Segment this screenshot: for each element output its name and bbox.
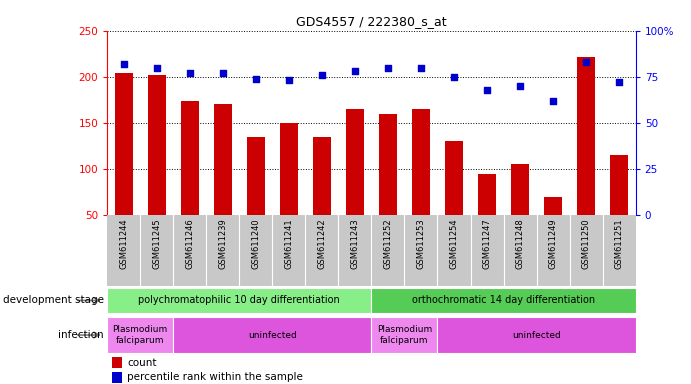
Text: GSM611250: GSM611250 (582, 218, 591, 269)
Text: GSM611252: GSM611252 (384, 218, 392, 269)
Text: GSM611247: GSM611247 (482, 218, 491, 269)
Point (118, 61, 129, 67)
Bar (445, 141, 463, 215)
Point (482, 87, 493, 93)
Text: GSM611240: GSM611240 (252, 218, 261, 269)
Bar (577, 56, 595, 215)
Bar (437, 317, 636, 353)
Text: count: count (127, 358, 157, 368)
Text: uninfected: uninfected (512, 331, 561, 339)
Text: uninfected: uninfected (248, 331, 296, 339)
Point (283, 78, 294, 84)
Bar (372, 288, 636, 313)
Bar (544, 197, 562, 215)
Text: Plasmodium
falciparum: Plasmodium falciparum (377, 325, 432, 345)
Bar (148, 75, 166, 215)
Point (547, 98, 558, 104)
Bar (180, 101, 199, 215)
Text: polychromatophilic 10 day differentiation: polychromatophilic 10 day differentiatio… (138, 295, 340, 306)
Point (448, 74, 460, 80)
Bar (372, 317, 437, 353)
Point (382, 65, 393, 71)
Text: GSM611245: GSM611245 (152, 218, 161, 269)
Point (316, 72, 328, 78)
Point (350, 68, 361, 74)
Text: GSM611254: GSM611254 (450, 218, 459, 269)
Point (415, 65, 426, 71)
Text: orthochromatic 14 day differentiation: orthochromatic 14 day differentiation (412, 295, 595, 306)
Text: infection: infection (58, 330, 104, 340)
Text: GSM611242: GSM611242 (317, 218, 326, 269)
Bar (247, 137, 265, 215)
Bar (478, 174, 496, 215)
Text: GSM611241: GSM611241 (284, 218, 293, 269)
Text: GSM611251: GSM611251 (615, 218, 624, 269)
Text: percentile rank within the sample: percentile rank within the sample (127, 372, 303, 382)
Point (217, 70, 228, 76)
Bar (113, 357, 122, 368)
Point (614, 79, 625, 85)
Bar (115, 73, 133, 215)
Bar (173, 317, 372, 353)
Bar (511, 164, 529, 215)
Point (580, 59, 591, 65)
Text: Plasmodium
falciparum: Plasmodium falciparum (113, 325, 168, 345)
Text: GSM611248: GSM611248 (515, 218, 524, 269)
Text: GSM611244: GSM611244 (119, 218, 128, 269)
Text: GSM611249: GSM611249 (549, 218, 558, 269)
Text: GSM611253: GSM611253 (417, 218, 426, 269)
Point (250, 76, 261, 82)
Text: GSM611239: GSM611239 (218, 218, 227, 269)
Bar (113, 372, 122, 382)
Bar (610, 155, 628, 215)
Bar (107, 317, 173, 353)
Text: development stage: development stage (3, 295, 104, 306)
Bar (379, 114, 397, 215)
Point (184, 70, 196, 76)
Text: GSM611246: GSM611246 (185, 218, 194, 269)
Bar (214, 104, 231, 215)
Bar (346, 109, 364, 215)
Bar (313, 137, 331, 215)
Title: GDS4557 / 222380_s_at: GDS4557 / 222380_s_at (296, 15, 446, 28)
Point (151, 65, 162, 71)
Bar (412, 109, 430, 215)
Text: GSM611243: GSM611243 (350, 218, 359, 269)
Bar (280, 123, 298, 215)
Point (515, 83, 526, 89)
Bar (107, 288, 372, 313)
